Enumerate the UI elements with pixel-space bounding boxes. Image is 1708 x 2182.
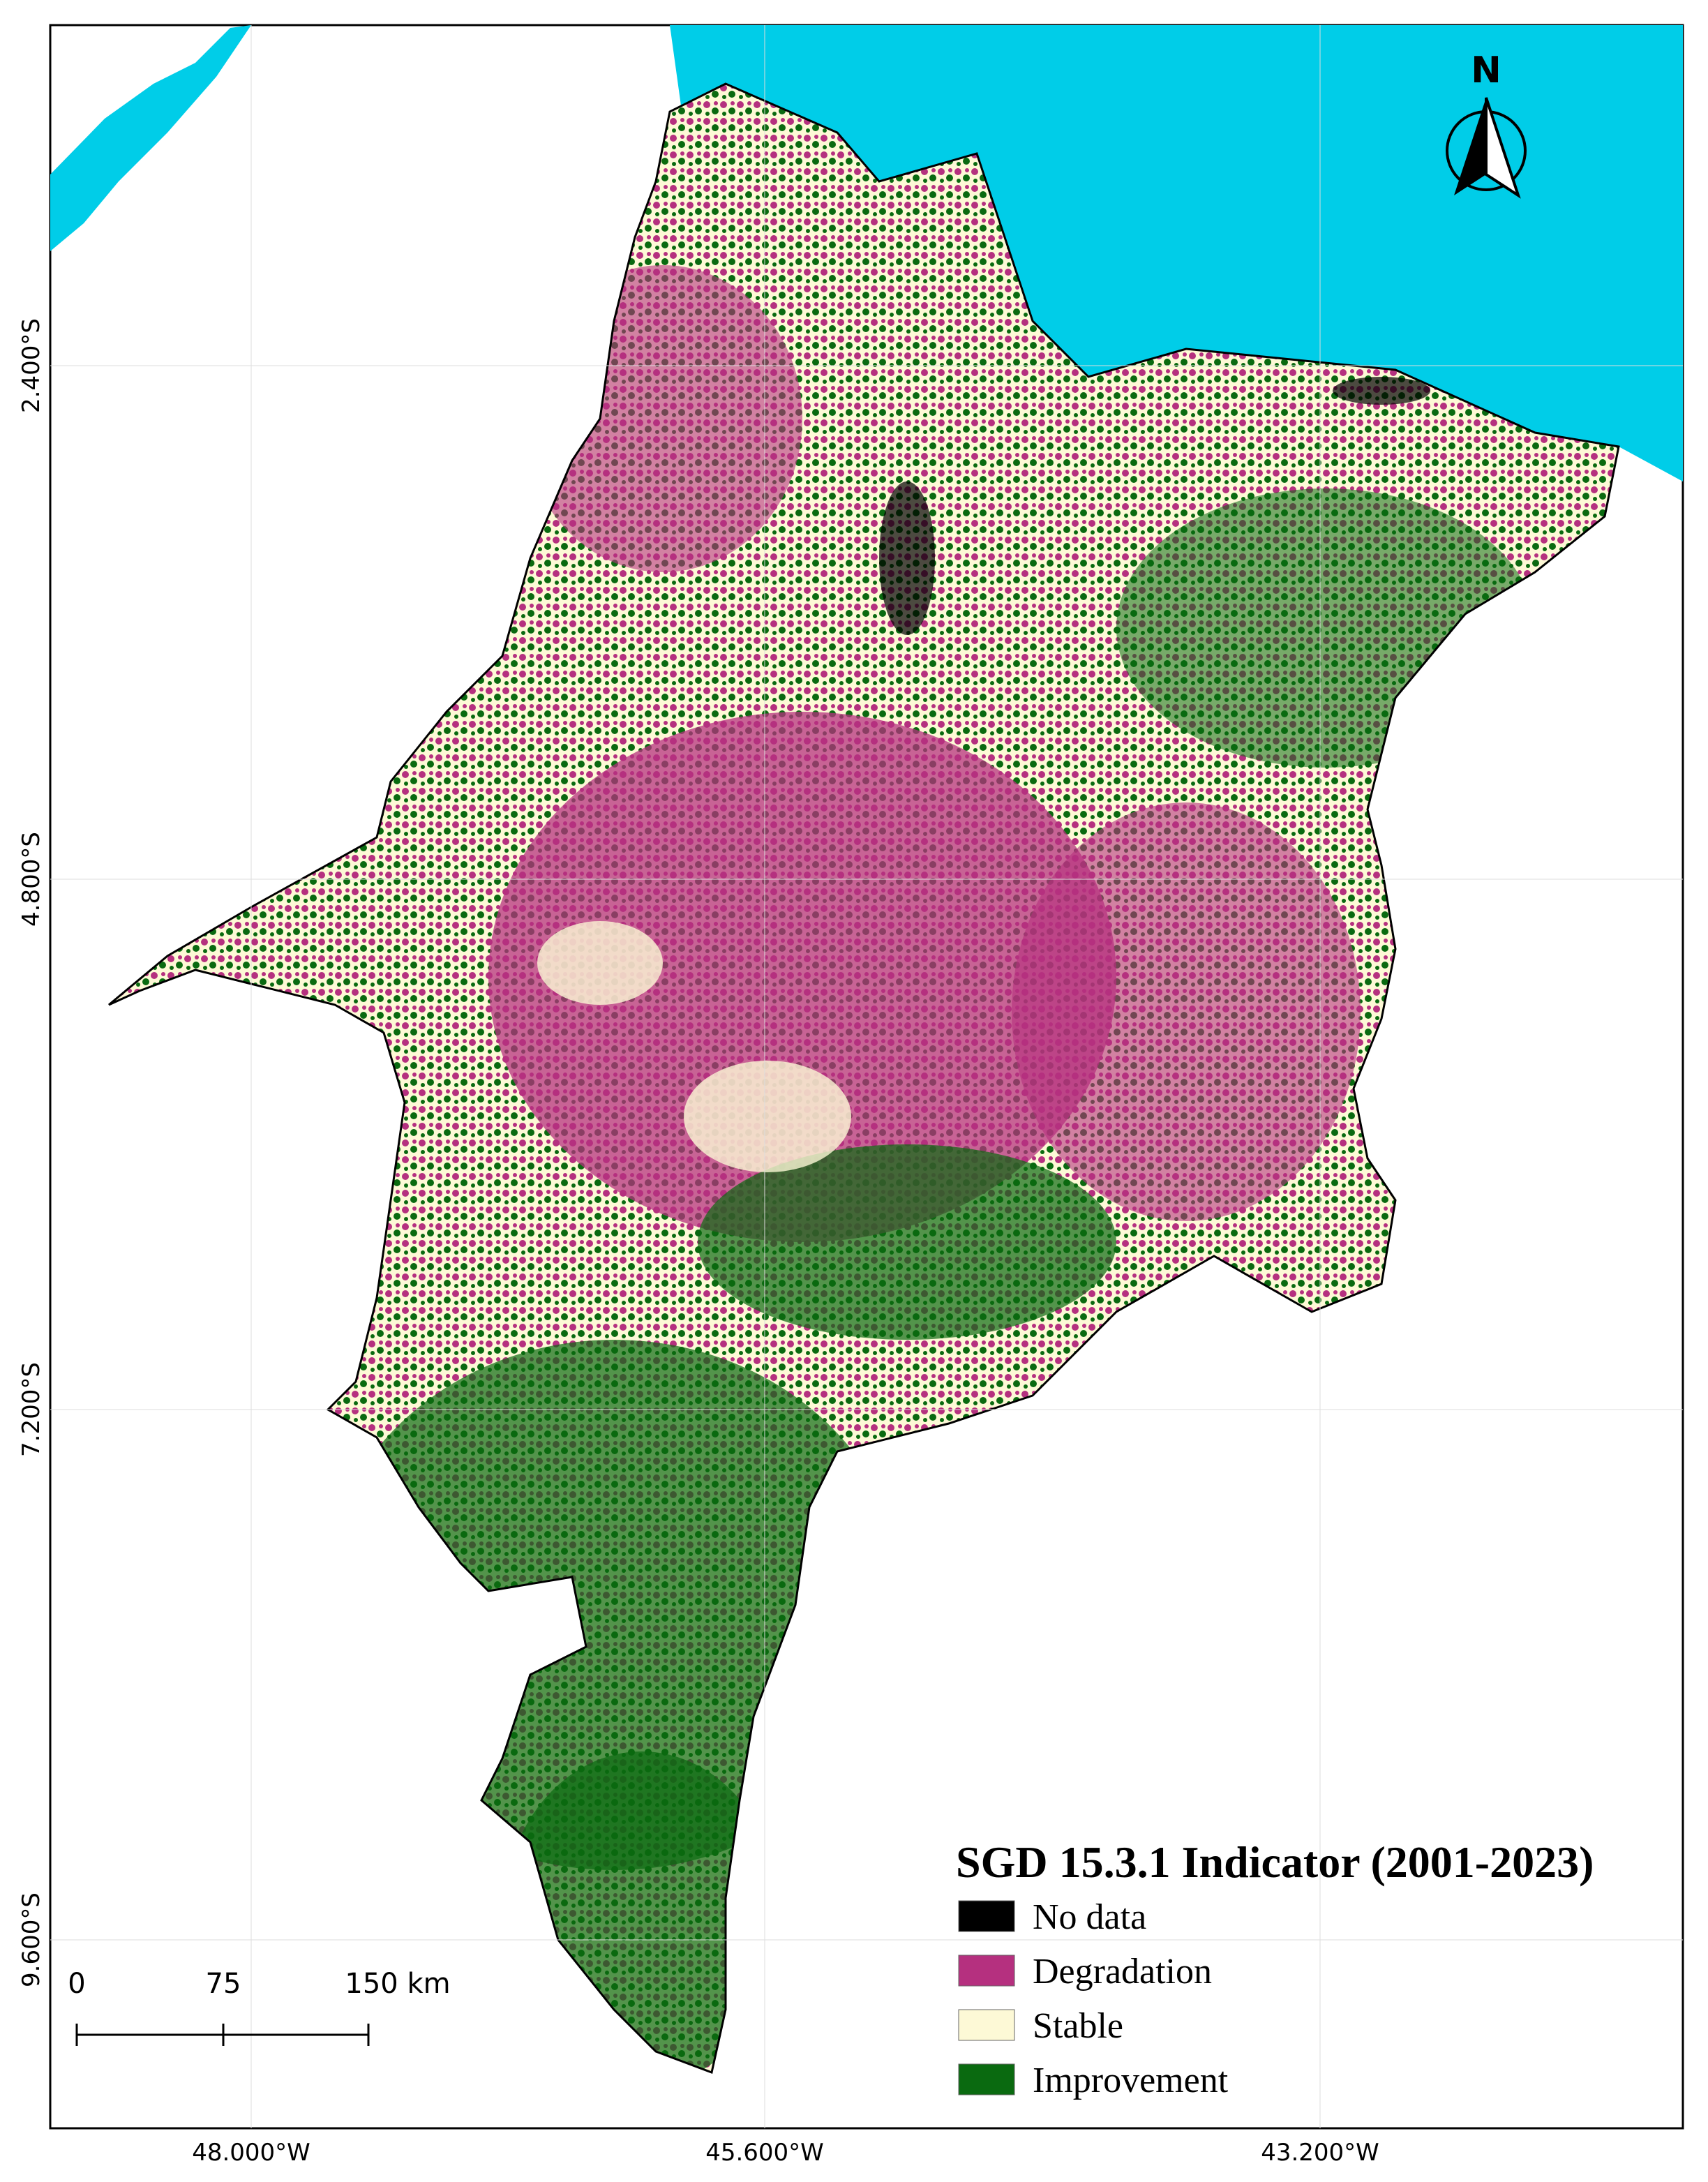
latitude-label: 4.800°S [17,832,45,927]
legend-label: No data [1033,1897,1146,1937]
legend-swatch [958,2063,1015,2095]
latitude-label: 9.600°S [17,1892,45,1987]
legend-label: Degradation [1033,1952,1212,1992]
legend-title: SGD 15.3.1 Indicator (2001-2023) [956,1837,1594,1887]
longitude-label: 43.200°W [1261,2139,1379,2167]
latitude-label: 2.400°S [17,318,45,413]
legend-swatch [958,1900,1015,1932]
scale-label: 75 [206,1968,241,2000]
longitude-label: 45.600°W [705,2139,824,2167]
north-label: N [1471,50,1501,91]
north-arrow: N [1446,50,1527,199]
longitude-label: 48.000°W [192,2139,310,2167]
scale-label: 150 km [345,1968,450,2000]
latitude-label: 7.200°S [17,1362,45,1457]
legend-swatch [958,2009,1015,2041]
legend-swatch [958,1955,1015,1987]
legend-label: Stable [1033,2006,1123,2046]
ocean [670,25,1683,481]
legend-label: Improvement [1033,2061,1229,2100]
legend: SGD 15.3.1 Indicator (2001-2023) No data… [956,1837,1594,2100]
scale-label: 0 [68,1968,85,2000]
bay [50,25,251,251]
scale-bar: 0 75 150 km [68,1968,451,2046]
